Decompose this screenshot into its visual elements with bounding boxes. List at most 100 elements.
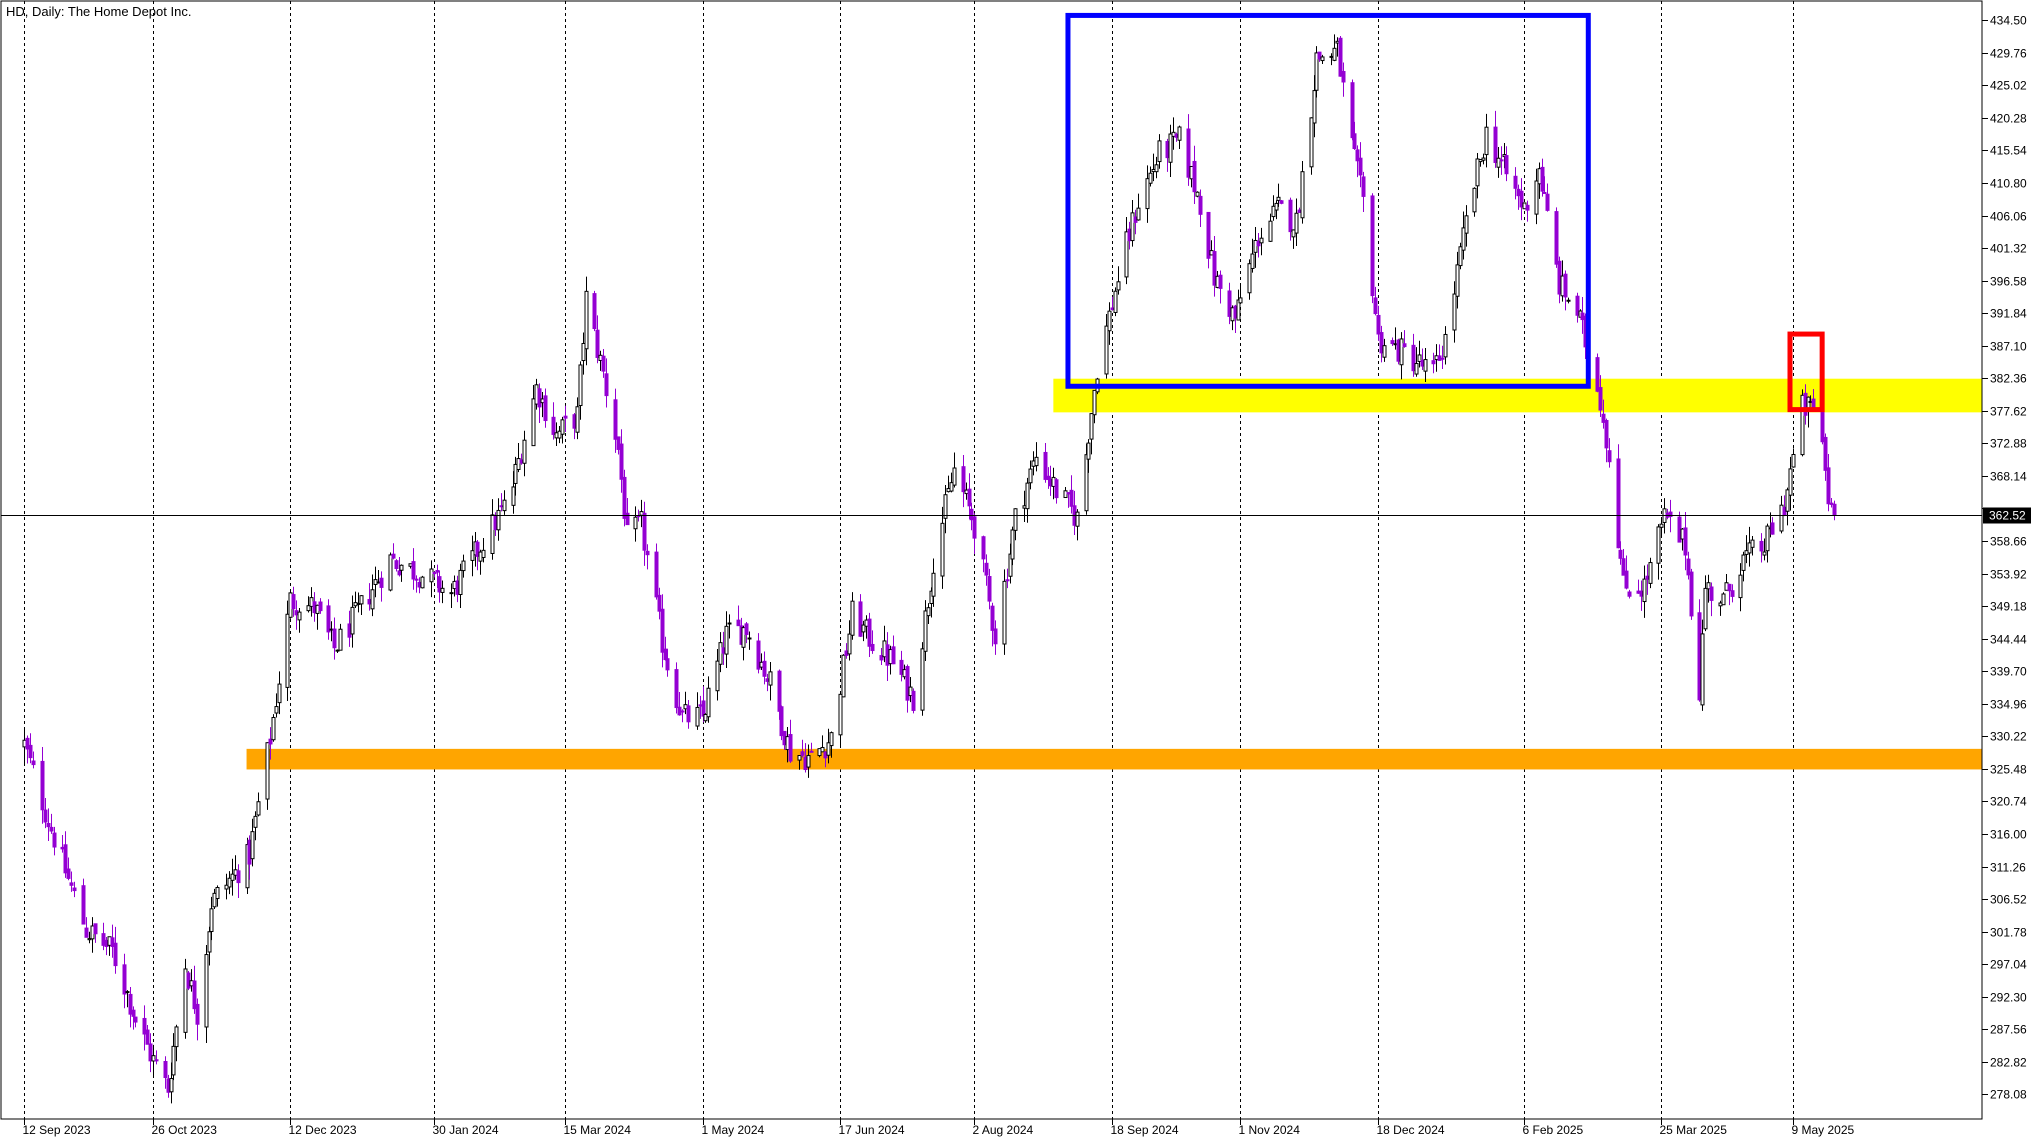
candle-body (432, 571, 437, 575)
candle-body (274, 706, 279, 714)
candle-body (326, 605, 331, 633)
candle-body (1338, 37, 1343, 77)
candle-body (1104, 325, 1109, 375)
candle-body (1300, 171, 1305, 219)
candle-body (1464, 215, 1469, 234)
candle-body (926, 607, 931, 617)
y-tick-label: 325.48 (1990, 763, 2027, 777)
candle-body (1218, 274, 1223, 289)
candle-body (654, 551, 659, 598)
candle-body (1759, 540, 1764, 552)
candle-body (575, 406, 580, 433)
candle-body (905, 666, 910, 701)
candle-body (1054, 479, 1059, 499)
candle-body (350, 606, 355, 635)
candle-body (1709, 586, 1714, 601)
candle-body (1540, 166, 1545, 192)
candle-body (163, 1060, 168, 1079)
candle-body (969, 508, 974, 521)
current-price-tag (1983, 507, 2031, 524)
candle-body (850, 600, 855, 636)
candle-body (1092, 389, 1097, 416)
candle-body (1253, 239, 1258, 253)
candle-body (1028, 468, 1033, 484)
candle-body (1475, 158, 1480, 187)
candle-body (1499, 159, 1504, 162)
candle-body (931, 572, 936, 597)
candle-body (891, 646, 896, 665)
candle-body (604, 373, 609, 397)
candle-body (543, 395, 548, 422)
candle-body (502, 499, 507, 512)
candle-body (440, 587, 445, 593)
candle-body (411, 561, 416, 580)
candle-body (1779, 504, 1784, 532)
blue-range-box (1065, 12, 1591, 389)
candle-body (1370, 195, 1375, 297)
candle-body (72, 887, 77, 892)
y-tick-label: 330.22 (1990, 730, 2027, 744)
chart-title: HD, Daily: The Home Depot Inc. (6, 4, 191, 19)
candle-body (1440, 357, 1445, 360)
candle-body (1534, 180, 1539, 215)
candle-body (174, 1026, 179, 1048)
candle-body (967, 488, 972, 507)
candle-body (256, 801, 261, 816)
candle-body (1607, 450, 1612, 463)
candle-body (800, 751, 805, 756)
candle-body (1177, 126, 1182, 141)
candle-body (619, 443, 624, 480)
candle-body (285, 613, 290, 688)
candle-body (622, 476, 627, 519)
candle-body (128, 993, 133, 1015)
candle-body (1484, 126, 1489, 156)
y-tick-label: 410.80 (1990, 177, 2027, 191)
candle-body (470, 550, 475, 561)
candle-body (1276, 196, 1281, 201)
y-tick-label: 282.82 (1990, 1056, 2027, 1070)
candle-body (1791, 453, 1796, 468)
candle-body (66, 868, 71, 879)
x-tick-label: 18 Dec 2024 (1377, 1123, 1445, 1137)
candle-body (1089, 413, 1094, 440)
candle-body (1496, 157, 1501, 168)
candle-body (151, 1055, 156, 1062)
x-tick-label: 1 Nov 2024 (1239, 1123, 1301, 1137)
candle-body (1461, 227, 1466, 251)
vertical-grid (24, 1, 1794, 1119)
candle-body (63, 844, 68, 874)
y-tick-label: 301.78 (1990, 926, 2027, 940)
candle-body (686, 705, 691, 723)
candle-body (145, 1029, 150, 1045)
candle-body (838, 693, 843, 736)
candle-body (1341, 70, 1346, 83)
price-axis: 434.50 429.76 425.02 420.28 415.54 410.80 406.… (1982, 14, 2027, 1102)
candle-body (1198, 195, 1203, 215)
y-tick-label: 382.36 (1990, 372, 2027, 386)
candle-body (736, 619, 741, 627)
candle-body (663, 648, 668, 661)
candle-body (1256, 240, 1261, 247)
candle-body (1355, 149, 1360, 162)
candle-body (69, 882, 74, 886)
candle-body (1493, 126, 1498, 163)
candle-body (142, 1017, 147, 1035)
candle-body (391, 553, 396, 559)
candle-body (560, 419, 565, 435)
candle-body (584, 290, 589, 350)
candle-body (920, 648, 925, 711)
candle-body (674, 669, 679, 709)
current-price-label: 362.52 (1989, 509, 2026, 523)
candle-body (1168, 133, 1173, 163)
candle-body (49, 826, 54, 832)
candle-body (268, 738, 273, 745)
candle-body (1317, 51, 1322, 60)
candle-body (397, 570, 402, 576)
candle-body (297, 611, 302, 621)
candle-body (680, 710, 685, 713)
candle-body (516, 458, 521, 470)
candle-body (84, 927, 89, 938)
candle-body (131, 1009, 136, 1017)
